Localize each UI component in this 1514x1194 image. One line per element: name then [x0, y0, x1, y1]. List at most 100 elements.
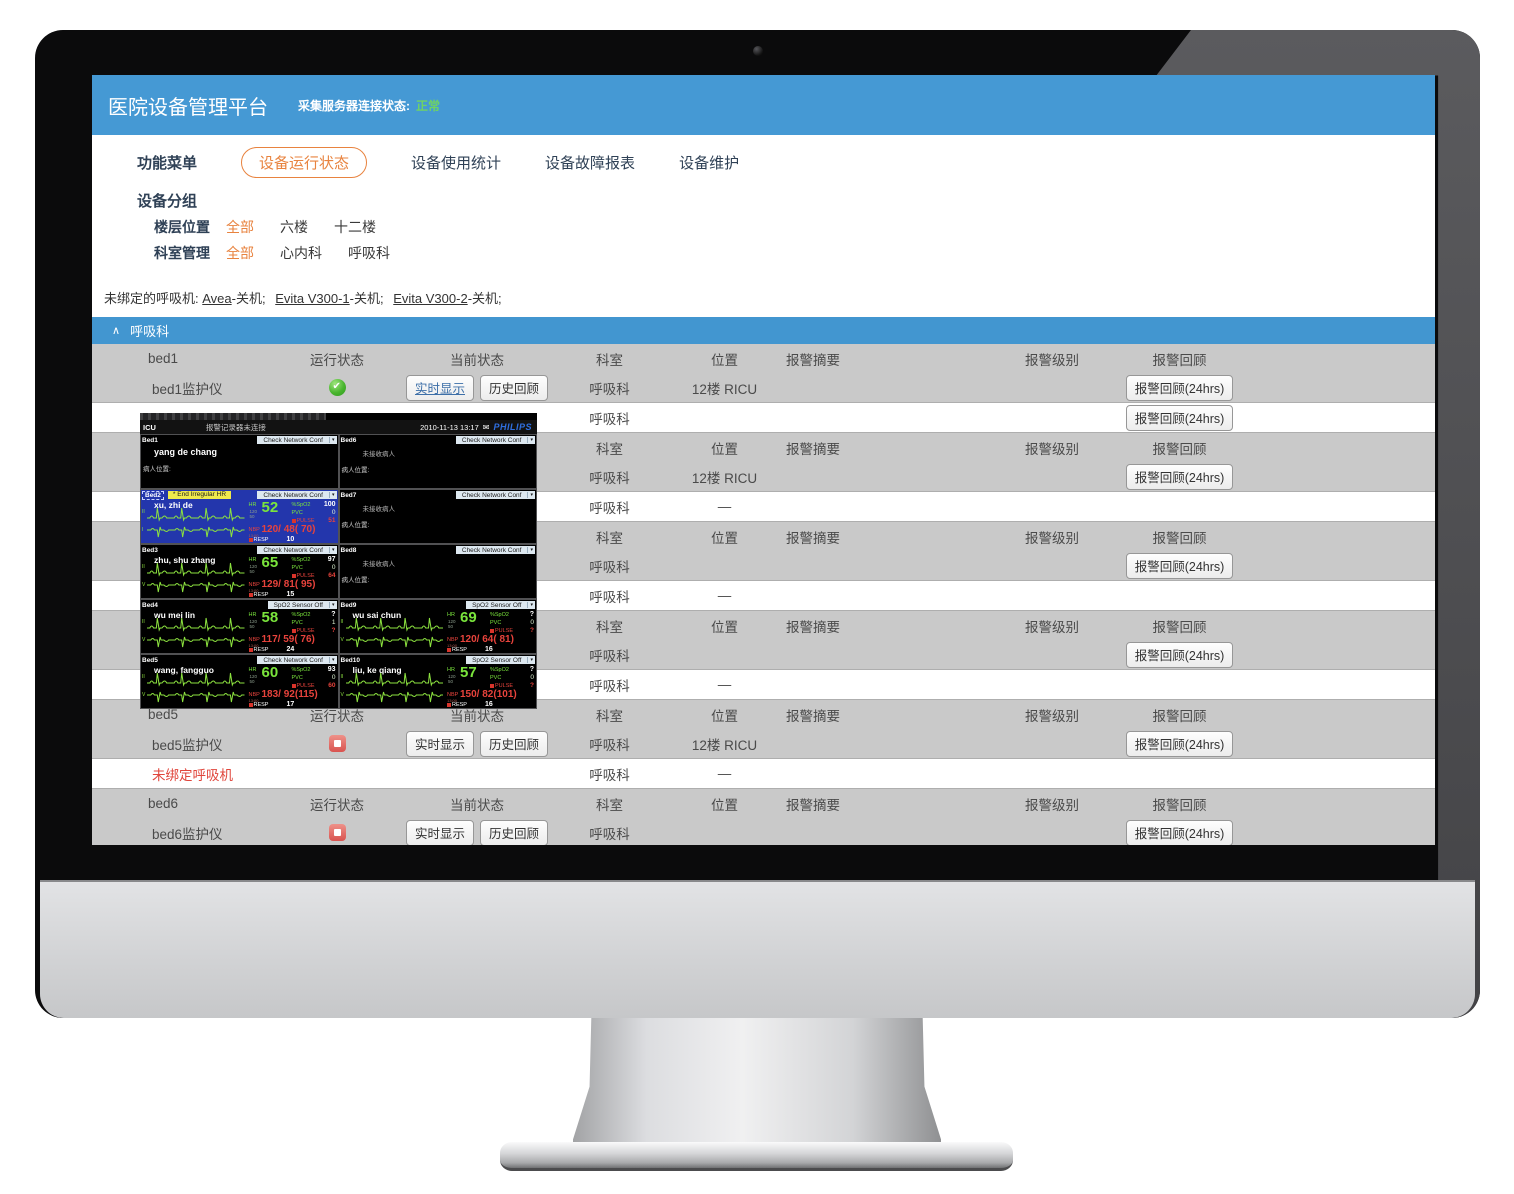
run-status-icon [328, 379, 346, 396]
unbound-link-avea[interactable]: Avea [202, 291, 232, 306]
alarm-review-24h-button[interactable]: 报警回顾(24hrs) [1125, 641, 1234, 668]
spo2-label: %SpO2 [291, 557, 311, 563]
run-status-icon [328, 735, 346, 752]
dropdown-value: Check Network Conf [263, 436, 323, 444]
monitor-device-row: bed1监护仪 实时显示 历史回顾 呼吸科 12楼 RICU 报警回顾(24hr… [92, 373, 1435, 402]
filter-dept-cardiology[interactable]: 心内科 [280, 244, 322, 261]
monitor-bed-tile[interactable]: Bed7 Check Network Conf ▾ 未接收病人 病人位置: [338, 489, 537, 544]
alarm-review-24h-button[interactable]: 报警回顾(24hrs) [1125, 404, 1234, 431]
monitor-bed-tile[interactable]: Bed5 Check Network Conf ▾ wang, fangguo … [140, 654, 339, 709]
col-alarm-review: 报警回顾 [1152, 352, 1207, 368]
ecg-waveform [346, 615, 444, 633]
network-conf-dropdown[interactable]: Check Network Conf ▾ [257, 546, 337, 554]
ecg-waveform [147, 688, 245, 706]
device-department: 呼吸科 [589, 737, 630, 753]
filter-floor-6[interactable]: 六楼 [280, 218, 308, 235]
hr-value: 60 [261, 664, 279, 681]
nbp-label: NBP [248, 582, 260, 588]
realtime-display-button[interactable]: 实时显示 [405, 819, 474, 845]
nav-menu-label[interactable]: 功能菜单 [137, 154, 198, 172]
filter-floor-all[interactable]: 全部 [226, 218, 254, 235]
filter-floor-12[interactable]: 十二楼 [334, 218, 376, 235]
bed-grid: Bed1 Check Network Conf ▾ yang de chang … [140, 434, 537, 709]
history-review-button[interactable]: 历史回顾 [480, 374, 549, 401]
history-review-button[interactable]: 历史回顾 [480, 730, 549, 757]
alarm-off-icon [248, 537, 253, 542]
network-conf-dropdown[interactable]: SpO2 Sensor Off ▾ [466, 601, 535, 609]
monitor-bed-tile[interactable]: Bed1 Check Network Conf ▾ yang de chang … [140, 434, 339, 489]
dropdown-value: Check Network Conf [263, 546, 323, 554]
unbound-link-evita1[interactable]: Evita V300-1 [275, 291, 350, 306]
network-conf-dropdown[interactable]: Check Network Conf ▾ [455, 491, 535, 499]
unbound-link-evita2[interactable]: Evita V300-2 [393, 291, 468, 306]
network-conf-dropdown[interactable]: SpO2 Sensor Off ▾ [267, 601, 337, 609]
alarm-review-24h-button[interactable]: 报警回顾(24hrs) [1125, 463, 1234, 490]
collapse-icon[interactable]: ∧ [112, 325, 121, 337]
nbp-label: NBP [447, 637, 459, 643]
patient-name: wang, fangguo [154, 665, 214, 675]
col-alarm-summary: 报警摘要 [786, 797, 840, 813]
monitor-bed-tile[interactable]: Bed9 SpO2 Sensor Off ▾ wu sai chun II V [338, 599, 538, 654]
bed-name: bed1 [148, 351, 179, 366]
alarm-review-24h-button[interactable]: 报警回顾(24hrs) [1125, 374, 1234, 401]
history-review-button[interactable]: 历史回顾 [480, 819, 549, 845]
nbp-label: NBP [447, 692, 459, 698]
alarm-review-24h-button[interactable]: 报警回顾(24hrs) [1125, 730, 1234, 757]
monitor-bed-tile[interactable]: Bed2 * End Irregular HR Check Network Co… [140, 489, 339, 544]
col-alarm-summary: 报警摘要 [786, 619, 840, 635]
ecg-lead-label: V [340, 637, 344, 643]
pulse-label: PULSE [291, 573, 315, 579]
realtime-display-button[interactable]: 实时显示 [405, 374, 474, 401]
section-respiratory-bar[interactable]: ∧ 呼吸科 [92, 317, 1435, 344]
network-conf-dropdown[interactable]: Check Network Conf ▾ [257, 491, 337, 499]
monitor-bed-tile[interactable]: Bed8 Check Network Conf ▾ 未接收病人 病人位置: [338, 544, 538, 599]
ventilator-department: 呼吸科 [589, 767, 630, 783]
hr-label: HR [248, 667, 257, 673]
col-alarm-summary: 报警摘要 [786, 352, 840, 368]
hr-value: 52 [261, 499, 279, 516]
filter-dept-all[interactable]: 全部 [226, 244, 254, 261]
tile-header: Bed9 SpO2 Sensor Off ▾ [339, 599, 538, 610]
network-conf-dropdown[interactable]: Check Network Conf ▾ [455, 436, 535, 444]
tab-device-usage-stats[interactable]: 设备使用统计 [411, 154, 502, 172]
alarm-off-icon [291, 573, 296, 578]
col-location: 位置 [711, 441, 738, 457]
chevron-down-icon: ▾ [527, 602, 535, 608]
alarm-review-24h-button[interactable]: 报警回顾(24hrs) [1125, 819, 1234, 845]
filter-dept-respiratory[interactable]: 呼吸科 [348, 244, 390, 261]
bed-id: Bed10 [340, 656, 361, 664]
unbound-suffix: -关机; [231, 291, 266, 306]
server-status-label: 采集服务器连接状态: [298, 98, 410, 113]
alarm-review-24h-button[interactable]: 报警回顾(24hrs) [1125, 552, 1234, 579]
monitor-bed-tile[interactable]: Bed4 SpO2 Sensor Off ▾ wu mei lin II V [140, 599, 339, 654]
nbp-label: NBP [248, 527, 260, 533]
monitor-bed-tile[interactable]: Bed6 Check Network Conf ▾ 未接收病人 病人位置: [338, 434, 538, 489]
nbp-time: 13:00 [248, 698, 259, 703]
resp-label: RESP [447, 647, 467, 653]
vitals-panel: HR 120 50 58 %SpO2 ? PVC 1 PULSE ? NBP 13… [247, 609, 339, 654]
tile-header: Bed8 Check Network Conf ▾ [339, 544, 538, 555]
network-conf-dropdown[interactable]: Check Network Conf ▾ [455, 546, 535, 554]
filter-department-label: 科室管理 [154, 244, 210, 261]
network-conf-dropdown[interactable]: Check Network Conf ▾ [257, 436, 337, 444]
tab-device-run-status[interactable]: 设备运行状态 [241, 146, 368, 178]
col-alarm-level: 报警级别 [1025, 708, 1079, 724]
monitor-bezel: 医院设备管理平台 采集服务器连接状态: 正常 功能菜单 设备运行状态 设备使用统计… [35, 30, 1480, 1018]
realtime-display-button[interactable]: 实时显示 [405, 730, 474, 757]
chevron-down-icon: ▾ [328, 437, 337, 443]
ventilator-location: — [717, 677, 732, 692]
ventilator-department: 呼吸科 [589, 589, 630, 605]
tile-header: Bed6 Check Network Conf ▾ [339, 434, 538, 445]
network-conf-dropdown[interactable]: SpO2 Sensor Off ▾ [466, 656, 535, 664]
alarm-off-icon [490, 683, 494, 688]
monitor-bed-tile[interactable]: Bed10 SpO2 Sensor Off ▾ liu, ke qiang II… [338, 654, 537, 709]
tab-device-maintenance[interactable]: 设备维护 [679, 154, 740, 172]
alarm-recorder-notice: 报警记录器未连接 [205, 422, 266, 432]
screen: 医院设备管理平台 采集服务器连接状态: 正常 功能菜单 设备运行状态 设备使用统计… [92, 75, 1435, 845]
tab-device-fault-report[interactable]: 设备故障报表 [545, 154, 636, 172]
monitor-bed-tile[interactable]: Bed3 Check Network Conf ▾ zhu, shu zhang… [140, 544, 339, 599]
nbp-value: 183/ 92(115) [261, 689, 318, 700]
network-conf-dropdown[interactable]: Check Network Conf ▾ [257, 656, 337, 664]
hr-label: HR [248, 557, 257, 563]
section-title: 呼吸科 [130, 324, 170, 339]
